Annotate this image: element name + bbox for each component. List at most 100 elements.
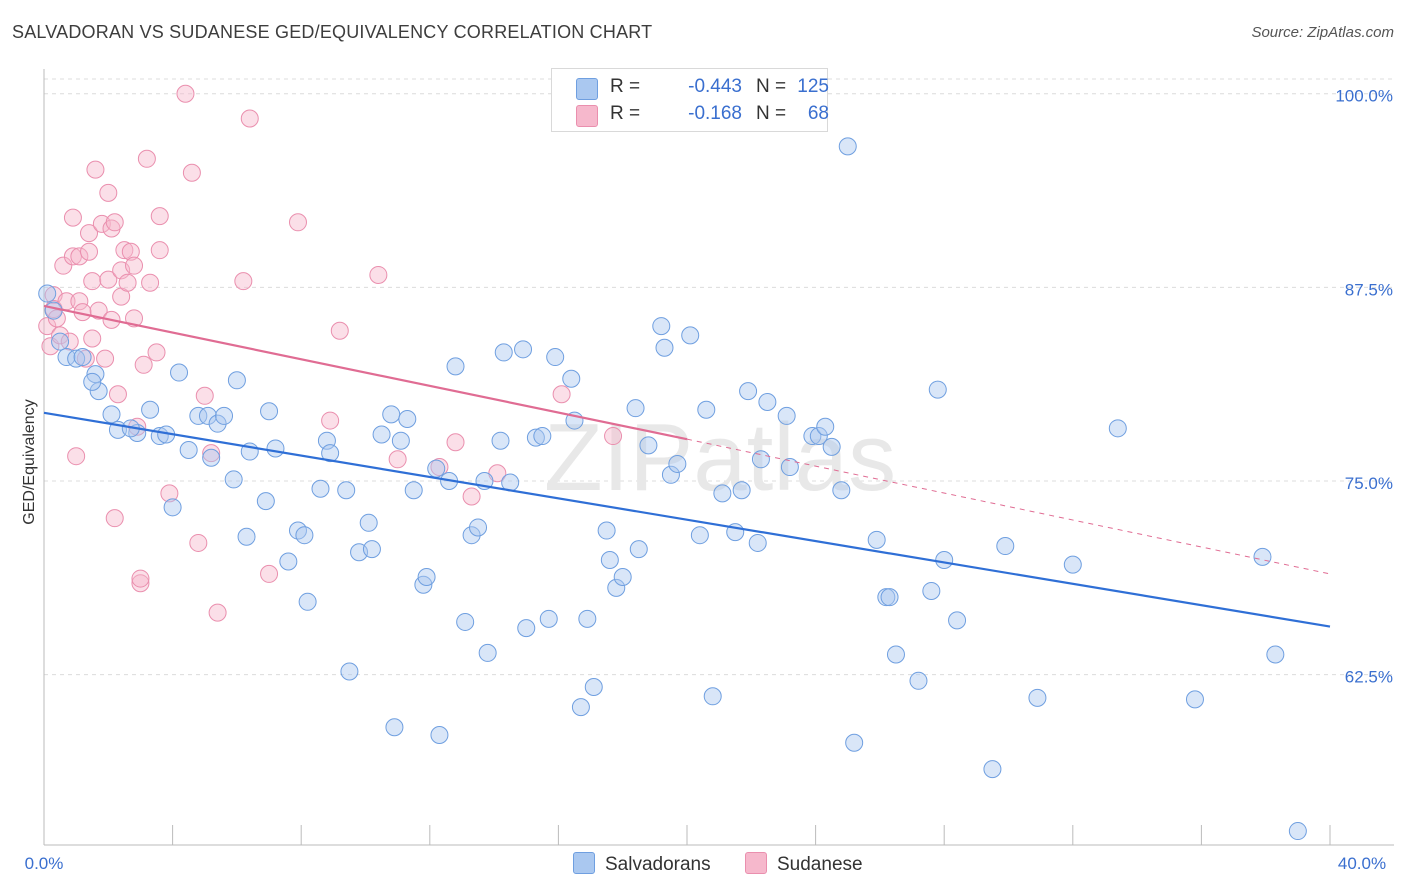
salvadoran-point xyxy=(803,427,822,446)
salvadoran-point xyxy=(215,406,234,425)
sudanese-point xyxy=(446,433,465,452)
salvadoran-point xyxy=(179,441,198,459)
sudanese-point xyxy=(604,427,623,446)
salvadoran-point xyxy=(996,537,1015,556)
source-label: Source: ZipAtlas.com xyxy=(1251,24,1394,41)
salvadoran-point xyxy=(948,611,967,630)
sudanese-point xyxy=(121,242,140,261)
salvadoran-point xyxy=(73,348,92,367)
salvadoran-point xyxy=(668,454,687,473)
sudanese-point xyxy=(125,256,144,275)
salvadoran-point xyxy=(639,436,658,455)
sudanese-point xyxy=(96,349,115,368)
sudanese-point xyxy=(137,149,156,168)
bottom-legend-salvadorans: Salvadorans xyxy=(573,852,711,876)
salvadoran-point xyxy=(578,609,597,628)
salvadoran-point xyxy=(224,470,243,489)
salvadoran-point xyxy=(494,343,513,362)
legend-n-value: 125 xyxy=(797,76,829,97)
salvadoran-point xyxy=(141,400,160,419)
salvadoran-point xyxy=(655,338,674,357)
salvadoran-point xyxy=(758,392,777,411)
salvadoran-point xyxy=(478,643,497,662)
salvadoran-point xyxy=(288,521,307,540)
salvadoran-point xyxy=(546,348,565,367)
salvadoran-point xyxy=(189,406,208,425)
salvadoran-point xyxy=(880,588,899,607)
sudanese-point xyxy=(83,329,102,348)
salvadoran-point xyxy=(362,540,381,559)
sudanese-point xyxy=(131,569,150,588)
sudanese-point xyxy=(260,564,279,583)
salvadoran-point xyxy=(256,492,275,511)
correlation-legend: R = -0.443 N = 125 R = -0.168 N = 68 xyxy=(551,68,829,132)
salvadoran-point xyxy=(681,326,700,345)
salvadoran-point xyxy=(613,568,632,587)
tick-labels: 62.5% 75.0% 87.5% 100.0% 0.0% 40.0% xyxy=(25,87,1393,873)
sudanese-point xyxy=(125,309,144,328)
sudanese-point xyxy=(118,273,137,292)
salvadoran-point xyxy=(867,530,886,549)
salvadoran-point xyxy=(163,498,182,517)
sudanese-point xyxy=(80,242,99,261)
sudanese-point xyxy=(369,265,388,284)
sudanese-point xyxy=(60,332,79,351)
salvadoran-point xyxy=(533,427,552,446)
salvadoran-point xyxy=(845,733,864,752)
sudanese-point xyxy=(70,247,89,266)
salvadoran-point xyxy=(446,357,465,376)
salvadoran-point xyxy=(321,444,340,463)
salvadoran-point xyxy=(697,400,716,419)
legend-r-value: -0.168 xyxy=(688,103,742,124)
salvadoran-point xyxy=(298,592,317,611)
gridlines xyxy=(44,78,1394,676)
legend-n-label: N = xyxy=(756,76,787,97)
sudanese-point xyxy=(99,270,118,289)
sudanese-point xyxy=(150,207,169,226)
y-tick-label: 62.5% xyxy=(1345,668,1393,687)
bottom-swatch-blue xyxy=(573,852,595,874)
salvadoran-point xyxy=(382,405,401,424)
salvadoran-point xyxy=(1028,688,1047,707)
salvadoran-trend-line xyxy=(43,411,1331,628)
salvadoran-point xyxy=(661,465,680,484)
salvadoran-point xyxy=(1266,645,1285,664)
sudanese-point xyxy=(99,183,118,202)
salvadoran-point xyxy=(170,363,189,382)
salvadoran-point xyxy=(629,540,648,559)
salvadoran-point xyxy=(838,137,857,156)
salvadoran-point xyxy=(1185,690,1204,709)
legend-r-value: -0.443 xyxy=(688,76,742,97)
salvadoran-point xyxy=(208,414,227,433)
salvadoran-point xyxy=(597,521,616,540)
salvadoran-point xyxy=(469,518,488,537)
salvadoran-point xyxy=(562,369,581,388)
salvadoran-point xyxy=(57,348,76,367)
salvadoran-point xyxy=(417,568,436,587)
sudanese-point xyxy=(288,213,307,232)
salvadoran-point xyxy=(456,612,475,631)
salvadoran-point xyxy=(51,332,70,351)
salvadoran-point xyxy=(266,439,285,458)
legend-swatch-pink xyxy=(576,105,598,127)
sudanese-point xyxy=(83,272,102,291)
sudanese-point xyxy=(115,241,134,260)
sudanese-point xyxy=(160,484,179,503)
salvadoran-point xyxy=(372,425,391,444)
salvadoran-point xyxy=(690,526,709,545)
salvadoran-point xyxy=(751,450,770,469)
bottom-legend-label: Sudanese xyxy=(777,854,863,875)
sudanese-point xyxy=(105,509,124,528)
sudanese-points xyxy=(38,84,623,622)
salvadoran-point xyxy=(732,481,751,500)
salvadoran-point xyxy=(935,550,954,569)
y-tick-label: 75.0% xyxy=(1345,474,1393,493)
salvadoran-point xyxy=(626,399,645,418)
salvadoran-point xyxy=(1253,547,1272,566)
bottom-legend-label: Salvadorans xyxy=(605,854,711,875)
sudanese-point xyxy=(176,84,195,103)
sudanese-point xyxy=(80,224,99,243)
trend-lines xyxy=(43,304,1331,628)
sudanese-point xyxy=(189,533,208,552)
y-tick-label: 100.0% xyxy=(1335,87,1393,106)
